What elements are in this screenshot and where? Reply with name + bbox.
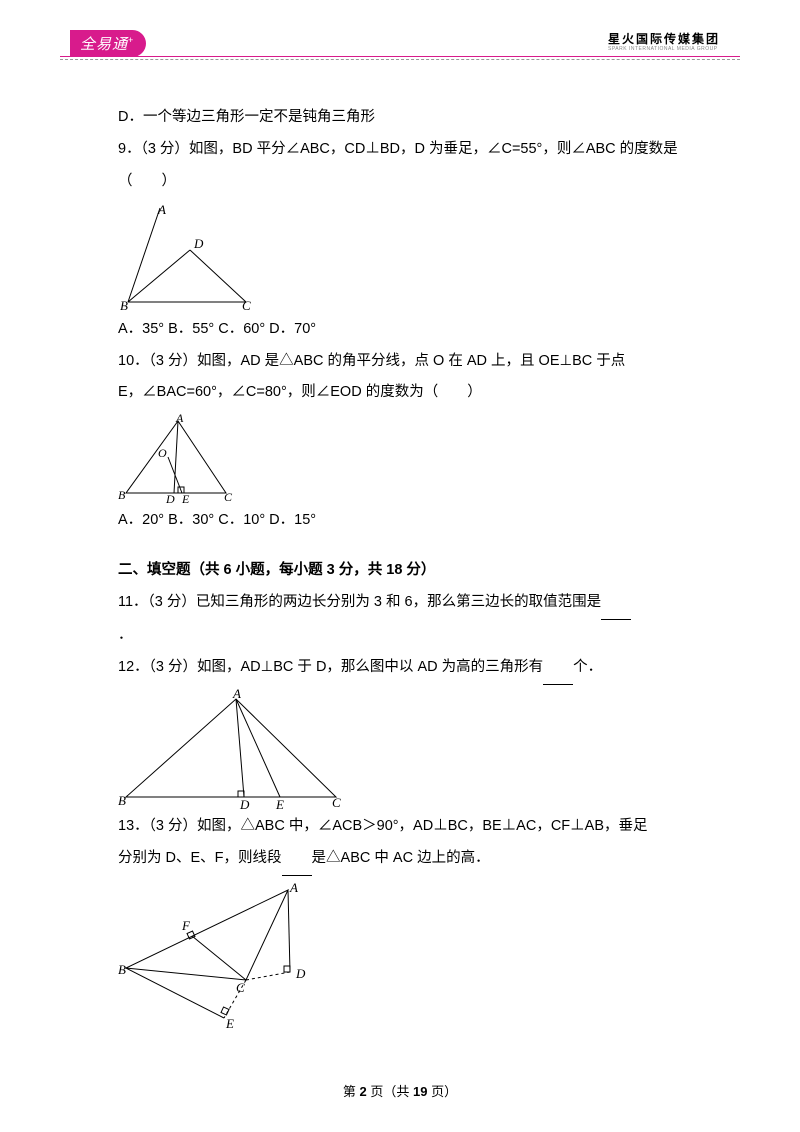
content: D．一个等边三角形一定不是钝角三角形 9．（3 分）如图，BD 平分∠ABC，C…	[0, 90, 800, 1030]
label-d: D	[239, 797, 250, 809]
q9-stem: 9．（3 分）如图，BD 平分∠ABC，CD⊥BD，D 为垂足，∠C=55°，则…	[118, 134, 700, 198]
q13-a: 13．（3 分）如图，△ABC 中，∠ACB＞90°，AD⊥BC，BE⊥AC，C…	[118, 811, 700, 843]
section2-title: 二、填空题（共 6 小题，每小题 3 分，共 18 分）	[118, 555, 700, 587]
brand-right: 星火国际传媒集团 SPARK INTERNATIONAL MEDIA GROUP	[608, 30, 720, 52]
label-d: D	[295, 966, 306, 981]
label-e: E	[275, 797, 284, 809]
footer-suffix: 页）	[427, 1084, 457, 1099]
option-d: D．一个等边三角形一定不是钝角三角形	[118, 102, 700, 134]
q10-stem2: E，∠BAC=60°，∠C=80°，则∠EOD 的度数为（ ）	[118, 377, 700, 409]
footer-page: 2	[360, 1084, 367, 1099]
q11-a: 11．（3 分）已知三角形的两边长分别为 3 和 6，那么第三边长的取值范围是	[118, 594, 601, 610]
q13-b: 分别为 D、E、F，则线段	[118, 850, 282, 866]
footer-mid: 页（共	[367, 1084, 413, 1099]
q10-options: A．20° B．30° C．10° D．15°	[118, 505, 700, 537]
label-e: E	[225, 1016, 234, 1030]
label-o: O	[158, 446, 167, 460]
q13-c: 是△ABC 中 AC 边上的高．	[312, 850, 490, 866]
label-c: C	[242, 298, 251, 312]
page-footer: 第 2 页（共 19 页）	[0, 1081, 800, 1100]
label-b: B	[118, 488, 126, 502]
label-c: C	[332, 795, 341, 809]
label-b: B	[118, 793, 126, 808]
footer-total: 19	[413, 1084, 427, 1099]
q12: 12．（3 分）如图，AD⊥BC 于 D，那么图中以 AD 为高的三角形有 个．	[118, 652, 700, 685]
brand-right-text: 星火国际传媒集团	[608, 32, 720, 46]
q11-end: ．	[118, 620, 700, 652]
q9-options: A．35° B．55° C．60° D．70°	[118, 314, 700, 346]
label-a: A	[232, 689, 241, 701]
label-a: A	[289, 880, 298, 895]
label-c: C	[224, 490, 233, 503]
q10-stem1: 10．（3 分）如图，AD 是△ABC 的角平分线，点 O 在 AD 上，且 O…	[118, 346, 700, 378]
label-a: A	[175, 413, 184, 425]
header-rule	[60, 56, 740, 60]
q13-line2: 分别为 D、E、F，则线段 是△ABC 中 AC 边上的高．	[118, 843, 700, 876]
brand-right-sub: SPARK INTERNATIONAL MEDIA GROUP	[608, 46, 720, 52]
figure-q13: A B C D E F	[118, 880, 318, 1030]
brand-badge: 全易通+	[70, 30, 146, 57]
label-d: D	[165, 492, 175, 503]
q12-b: 个．	[573, 659, 602, 675]
blank-q11	[601, 587, 631, 620]
brand-sup: +	[128, 35, 134, 45]
figure-q9: A B C D	[118, 202, 254, 312]
label-b: B	[118, 962, 126, 977]
figure-q12: A B C D E	[118, 689, 348, 809]
blank-q13	[282, 843, 312, 876]
label-c: C	[236, 980, 245, 995]
label-a: A	[157, 202, 166, 217]
label-f: F	[181, 918, 191, 933]
brand-left: 全易通	[80, 36, 128, 53]
label-b: B	[120, 298, 128, 312]
figure-q10: A B C D E O	[118, 413, 248, 503]
footer-prefix: 第	[343, 1084, 360, 1099]
spacer	[118, 537, 700, 555]
label-d: D	[193, 236, 204, 251]
q12-a: 12．（3 分）如图，AD⊥BC 于 D，那么图中以 AD 为高的三角形有	[118, 659, 543, 675]
q11: 11．（3 分）已知三角形的两边长分别为 3 和 6，那么第三边长的取值范围是	[118, 587, 700, 620]
label-e: E	[181, 492, 190, 503]
blank-q12	[543, 652, 573, 685]
